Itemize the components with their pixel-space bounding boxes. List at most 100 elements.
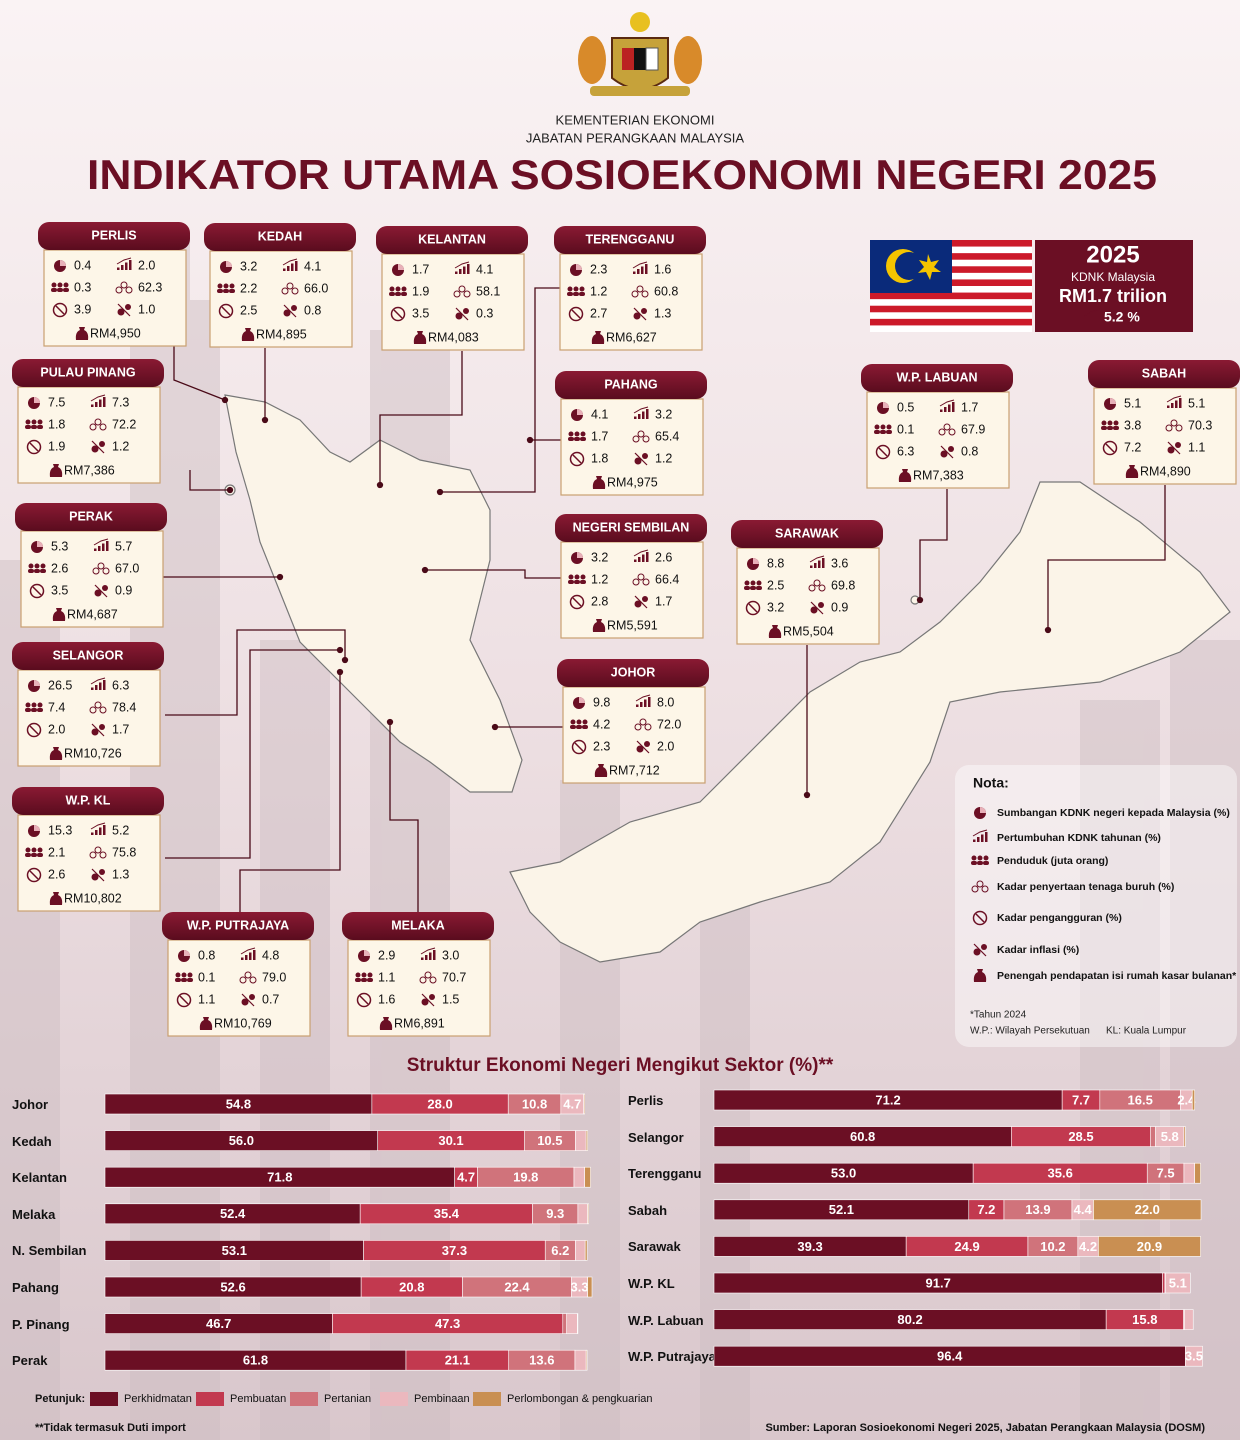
icon <box>103 397 106 407</box>
icon <box>34 825 40 831</box>
bar-label: 52.1 <box>829 1202 854 1217</box>
category-label-text: W.P. KL <box>628 1276 675 1291</box>
national-gdp: RM1.7 trilion <box>1059 286 1167 306</box>
icon <box>980 807 986 813</box>
icon <box>940 445 954 459</box>
bar-label: 52.6 <box>220 1279 245 1294</box>
category-label-text: Sabah <box>628 1202 668 1218</box>
icon <box>94 846 102 854</box>
state-value: 7.3 <box>112 395 129 409</box>
category-label-text: Perlis <box>628 1093 664 1108</box>
bar-label: 20.8 <box>399 1279 424 1294</box>
icon <box>634 600 642 608</box>
category-label-text: Kedah <box>12 1133 52 1149</box>
footnote: **Tidak termasuk Duti import <box>35 1422 186 1434</box>
icon <box>808 584 816 592</box>
icon <box>102 585 108 591</box>
bar-segment <box>1194 1162 1201 1184</box>
state-value: 78.4 <box>112 700 136 714</box>
icon <box>401 286 407 292</box>
icon <box>810 565 813 568</box>
icon <box>99 724 105 730</box>
icon <box>95 402 98 407</box>
icon <box>429 952 432 960</box>
icon <box>31 419 37 425</box>
icon <box>241 328 255 341</box>
state-value: 5.3 <box>51 539 68 553</box>
icon <box>421 957 424 960</box>
icon <box>34 563 40 569</box>
icon <box>878 447 888 457</box>
bar-label: 19.8 <box>513 1170 538 1185</box>
icon <box>419 976 427 984</box>
icon <box>582 719 588 725</box>
bar-label: 52.4 <box>220 1206 246 1221</box>
icon <box>395 286 401 292</box>
icon <box>810 601 824 615</box>
icon <box>393 309 403 319</box>
icon <box>364 950 370 956</box>
state-value: 1.8 <box>48 417 65 431</box>
state-name: MELAKA <box>391 918 444 932</box>
state-name: W.P. PUTRAJAYA <box>187 918 289 932</box>
icon <box>632 261 648 269</box>
icon <box>636 745 644 753</box>
icon <box>645 264 648 274</box>
icon <box>1179 398 1182 408</box>
category-label-text: P. Pinang <box>12 1316 70 1332</box>
icon <box>116 257 132 265</box>
state-value: 1.1 <box>378 970 395 984</box>
icon <box>29 870 39 880</box>
icon <box>744 580 750 586</box>
state-value: 58.1 <box>476 284 500 298</box>
nota-note: *Tahun 2024 <box>970 1010 1027 1021</box>
icon <box>283 309 291 317</box>
legend-swatch <box>380 1392 408 1406</box>
bar-label: 20.9 <box>1137 1239 1162 1254</box>
category-label-text: W.P. Labuan <box>628 1312 704 1328</box>
state-name: W.P. KL <box>66 793 111 807</box>
icon <box>29 725 39 735</box>
state-value: 1.1 <box>198 992 215 1006</box>
icon <box>239 976 247 984</box>
state-header <box>861 364 1013 392</box>
bar-label: 7.5 <box>1157 1166 1175 1181</box>
icon <box>25 853 31 857</box>
icon <box>31 847 37 853</box>
icon <box>398 264 404 270</box>
bar-segment <box>562 1313 567 1334</box>
state-value: 2.0 <box>657 739 674 753</box>
icon <box>181 972 187 978</box>
icon <box>187 978 193 982</box>
category-label: Sabah <box>628 1202 668 1218</box>
bar-segment <box>1185 1345 1203 1367</box>
state-box <box>20 530 164 628</box>
icon <box>981 885 989 893</box>
state-value: 15.3 <box>48 823 72 837</box>
state-value: 3.2 <box>591 550 608 564</box>
bar-label: 9.3 <box>546 1206 564 1221</box>
icon <box>121 265 124 270</box>
icon <box>634 452 648 466</box>
state-income: RM4,950 <box>90 326 141 340</box>
connector <box>379 351 463 485</box>
icon <box>25 847 31 853</box>
state-name: W.P. LABUAN <box>896 370 977 384</box>
icon <box>467 264 470 274</box>
state-value: 1.9 <box>412 284 429 298</box>
icon <box>818 602 824 608</box>
state-card: KEDAH 3.2 4.1 2.2 66.0 2.5 0.8 RM4,895 <box>204 223 356 348</box>
state-value: 2.3 <box>593 739 610 753</box>
state-value: 1.5 <box>442 992 459 1006</box>
icon <box>576 264 582 270</box>
state-card: W.P. LABUAN 0.5 1.7 0.1 67.9 6.3 0.8 RM7,383 <box>861 364 1013 489</box>
category-label-text: N. Sembilan <box>12 1243 87 1259</box>
bar-label: 16.5 <box>1128 1092 1153 1107</box>
state-header <box>342 912 494 940</box>
state-value: 8.8 <box>767 556 784 570</box>
icon <box>636 740 650 754</box>
legend-entry: Pembuatan <box>230 1393 286 1405</box>
icon <box>26 722 42 738</box>
icon <box>63 288 69 292</box>
icon <box>40 563 46 569</box>
